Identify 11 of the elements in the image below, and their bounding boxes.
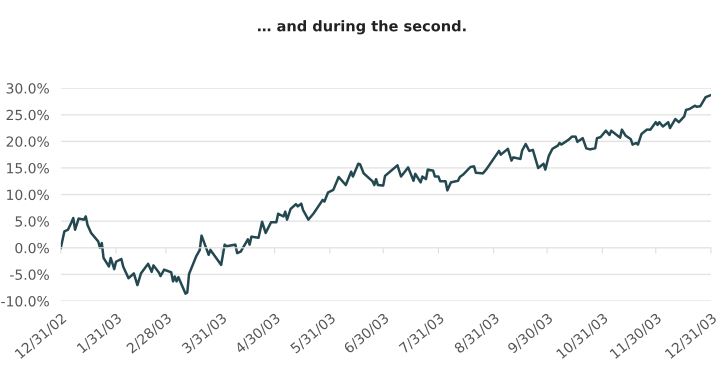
y-tick-label: 30.0% [6, 83, 49, 94]
y-tick-label: 20.0% [6, 136, 49, 147]
y-tick-label: 25.0% [6, 110, 49, 120]
y-tick-label: 0.0% [15, 242, 49, 254]
y-tick-label: 15.0% [7, 162, 49, 174]
y-tick-label: -10.0% [1, 296, 49, 307]
y-tick-label: -5.0% [10, 269, 49, 280]
y-tick-label: 5.0% [15, 216, 49, 227]
line-series [60, 94, 711, 295]
y-tick-label: 10.0% [7, 190, 49, 200]
chart-title: … and during the second. [258, 20, 466, 34]
